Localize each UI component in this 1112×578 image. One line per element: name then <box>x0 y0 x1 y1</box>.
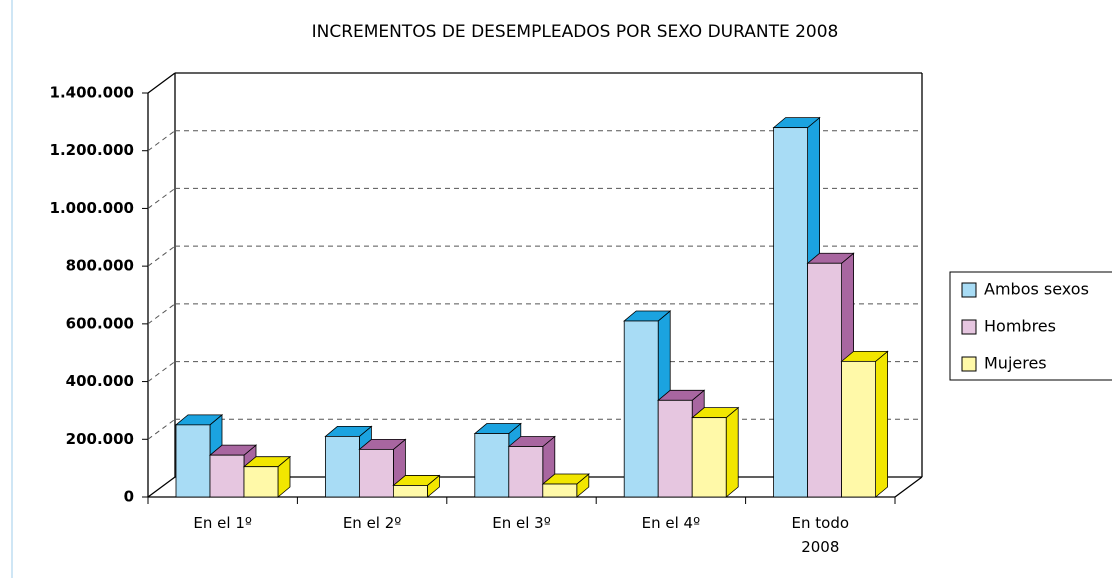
bar-front <box>243 466 279 498</box>
bar <box>392 474 441 498</box>
y-tick-label: 1.400.000 <box>50 84 134 102</box>
bar <box>806 252 855 498</box>
bar-front <box>773 127 808 498</box>
grid-line <box>147 418 176 440</box>
axis-line <box>894 476 923 498</box>
bar <box>691 406 740 498</box>
bar-front <box>657 399 693 498</box>
axis-line <box>147 72 176 94</box>
legend-swatch <box>961 282 977 298</box>
bar <box>840 350 889 498</box>
y-tick-label: 200.000 <box>66 430 134 448</box>
bar-front <box>175 424 211 498</box>
legend-box <box>949 271 1112 381</box>
axis-line <box>147 476 176 498</box>
grid-line <box>147 188 176 209</box>
x-tick-label: En el 3º <box>492 514 551 532</box>
bar-front <box>392 485 428 498</box>
chart-title: INCREMENTOS DE DESEMPLEADOS POR SEXO DUR… <box>312 22 839 42</box>
bar-front <box>841 360 876 498</box>
bar-front <box>542 483 578 498</box>
bar-side <box>875 350 888 498</box>
grid-line <box>147 130 176 152</box>
legend-swatch <box>961 356 977 372</box>
legend-label: Mujeres <box>984 354 1047 373</box>
grid-line <box>147 303 176 325</box>
bar-front <box>623 320 659 498</box>
y-tick-label: 800.000 <box>66 257 134 275</box>
legend-label: Hombres <box>984 317 1056 336</box>
y-tick-label: 600.000 <box>66 314 134 332</box>
y-tick-label: 1.000.000 <box>50 199 134 217</box>
legend-label: Ambos sexos <box>984 280 1089 299</box>
bar <box>242 455 292 498</box>
bar-front <box>209 454 245 498</box>
bar-front <box>324 435 360 498</box>
x-tick-label: En el 2º <box>342 514 402 532</box>
bar-side <box>725 406 739 498</box>
x-tick-label: En el 1º <box>193 514 252 532</box>
grid-line <box>147 361 176 382</box>
bar-front <box>358 448 394 498</box>
y-tick-label: 1.200.000 <box>50 141 134 159</box>
legend-swatch <box>961 319 977 335</box>
bar <box>541 473 590 498</box>
bar-front <box>807 262 842 498</box>
x-tick-label: En todo 2008 <box>791 514 850 556</box>
bar-front <box>474 433 510 498</box>
y-tick-label: 0 <box>124 488 134 506</box>
x-tick-label: En el 4º <box>641 514 701 532</box>
bar-front <box>691 417 727 498</box>
bar-front <box>508 446 544 498</box>
y-tick-label: 400.000 <box>66 372 134 390</box>
grid-line <box>147 245 176 267</box>
